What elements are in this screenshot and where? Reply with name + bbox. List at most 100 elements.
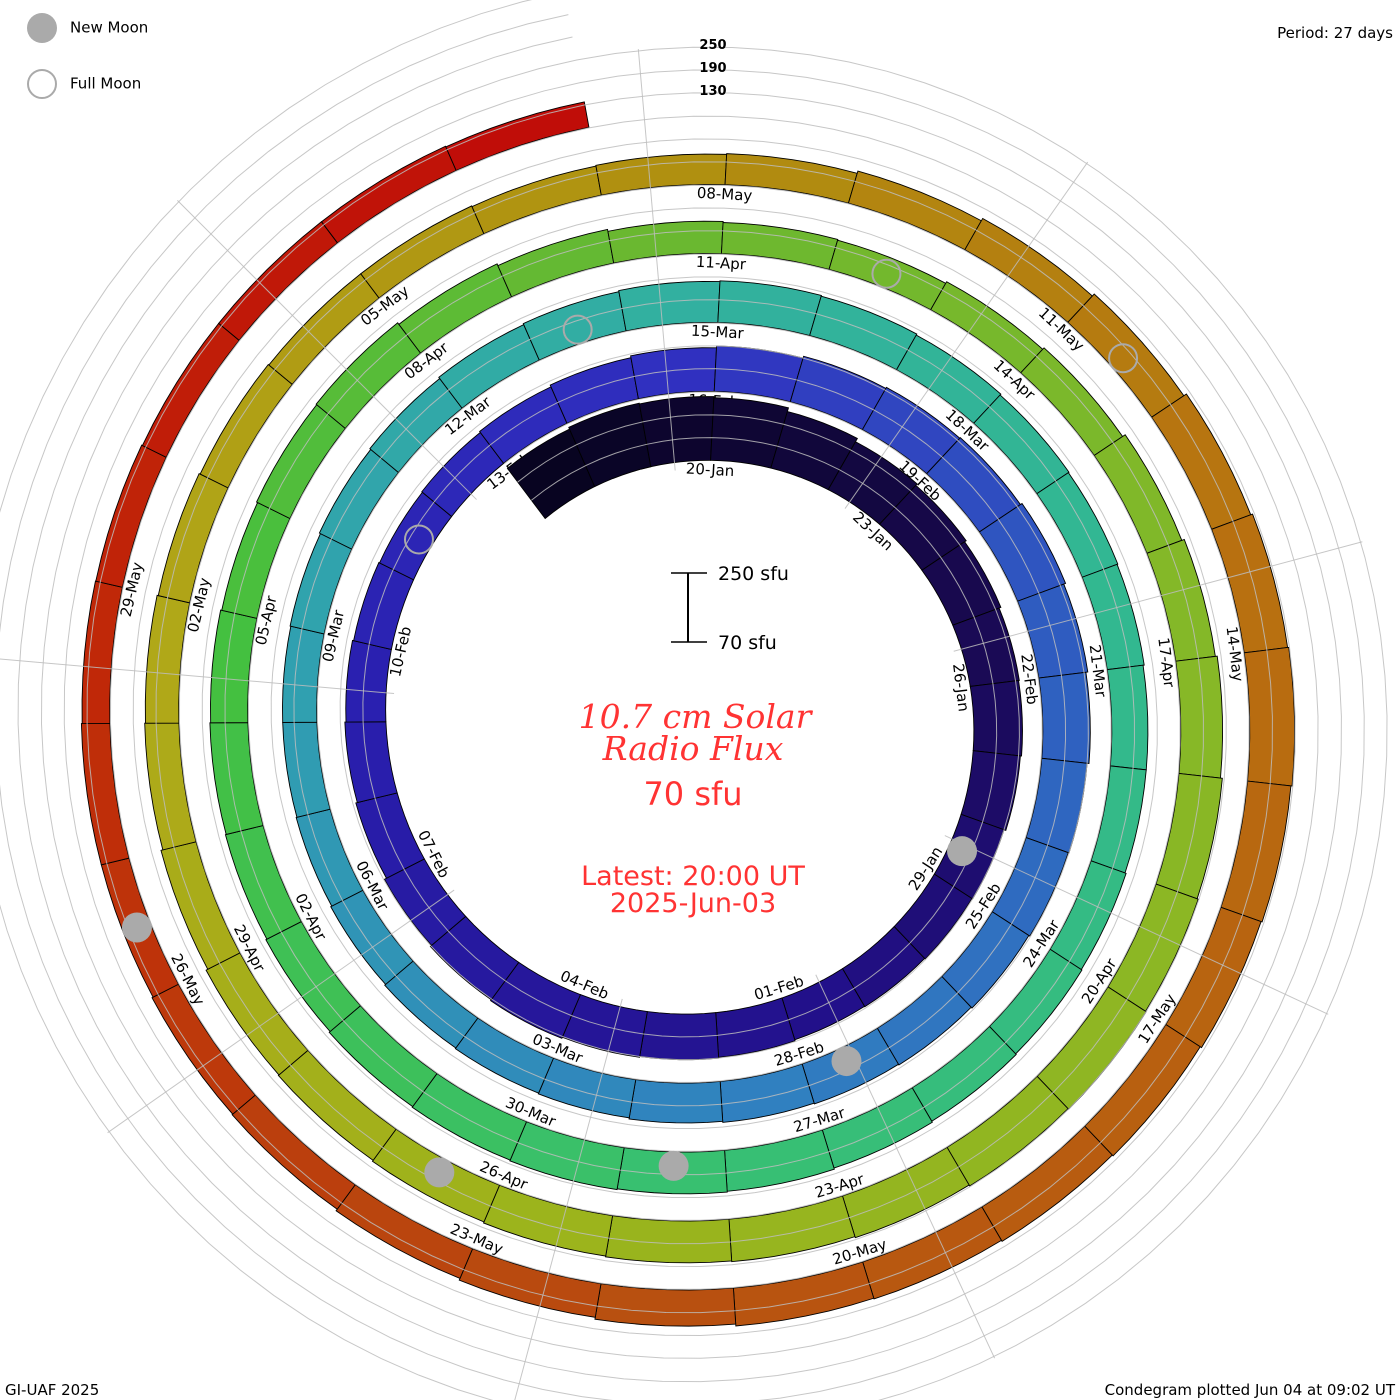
grid-spoke: [107, 889, 455, 1134]
full-moon-marker: [562, 314, 593, 345]
flux-day-block: [628, 1079, 724, 1124]
flux-day-block: [719, 1063, 815, 1123]
flux-day-block: [458, 1248, 602, 1318]
footer-credit: GI-UAF 2025: [5, 1381, 99, 1399]
flux-day-block: [454, 1017, 555, 1094]
flux-day-block: [630, 347, 717, 400]
flux-day-block: [318, 448, 400, 550]
flux-day-block: [497, 228, 615, 298]
flux-day-block: [335, 1184, 474, 1279]
new-moon-marker: [947, 836, 978, 867]
flux-day-block: [277, 1049, 397, 1162]
grid-spoke: [637, 49, 676, 471]
flux-day-block: [1220, 780, 1292, 923]
flux-day-block: [537, 1057, 637, 1119]
grid-level-130: [17, 36, 1342, 1383]
flux-day-block: [1036, 472, 1119, 578]
flux-day-block: [224, 824, 303, 940]
baseline-label: 70 sfu: [643, 775, 742, 813]
flux-day-block: [80, 722, 130, 866]
grid-spoke: [944, 835, 1329, 1015]
flux-day-block: [344, 721, 398, 804]
flux-day-block: [157, 472, 229, 604]
flux-day-block: [895, 334, 1002, 424]
new-moon-marker: [831, 1046, 862, 1077]
flux-day-block: [991, 837, 1069, 937]
date-label: 26-Jan: [949, 662, 973, 712]
flux-day-block: [720, 222, 839, 270]
flux-day-block: [353, 561, 415, 650]
flux-day-block: [320, 145, 457, 244]
flux-day-block: [1090, 765, 1147, 874]
flux-day-block: [330, 889, 414, 986]
flux-day-block: [199, 363, 293, 489]
flux-day-block: [355, 792, 425, 879]
date-label: 08-May: [696, 184, 752, 205]
full-moon-legend-icon: [27, 69, 57, 99]
flux-day-block: [282, 721, 331, 818]
flux-day-block: [295, 808, 364, 907]
date-label: 20-Jan: [685, 460, 734, 481]
footer-plot-time: Condegram plotted Jun 04 at 09:02 UT: [1105, 1381, 1396, 1399]
flux-day-block: [160, 841, 241, 970]
grid-spoke: [815, 974, 996, 1359]
flux-day-block: [770, 410, 858, 491]
flux-day-block: [509, 1121, 625, 1191]
flux-day-block: [445, 101, 590, 172]
grid-spoke: [0, 658, 395, 694]
flux-day-block: [489, 961, 582, 1039]
flux-day-block: [95, 444, 167, 588]
flux-day-block: [1211, 513, 1289, 654]
grid-spoke: [514, 998, 623, 1400]
new-moon-legend-icon: [27, 13, 57, 43]
latest-time: Latest: 20:00 UT: [581, 861, 805, 892]
flux-day-block: [411, 1072, 528, 1161]
flux-day-block: [1165, 906, 1262, 1049]
full-moon-legend-label: Full Moon: [70, 75, 141, 93]
flux-day-block: [732, 1261, 875, 1327]
new-moon-marker: [121, 912, 152, 943]
flux-day-block: [360, 205, 485, 299]
flux-day-block: [605, 1215, 733, 1264]
flux-day-block: [946, 1075, 1069, 1187]
flux-day-block: [809, 295, 918, 371]
flux-day-block: [978, 502, 1067, 602]
flux-day-block: [1243, 646, 1296, 787]
flux-day-block: [144, 594, 191, 724]
grid-level-190: [0, 14, 1365, 1400]
flux-day-block: [728, 1195, 856, 1263]
flux-day-block: [841, 1146, 970, 1239]
level-label-250: 250: [699, 38, 726, 53]
moon-markers: [121, 258, 1139, 1188]
scale-top-label: 250 sfu: [718, 563, 789, 585]
flux-day-block: [941, 911, 1030, 1009]
flux-day-block: [398, 263, 513, 354]
flux-day-block: [1081, 563, 1145, 671]
scale-bar: [671, 572, 707, 643]
full-moon-marker: [871, 258, 902, 289]
flux-day-block: [607, 220, 724, 264]
full-moon-marker: [403, 524, 434, 555]
flux-day-block: [1016, 583, 1089, 679]
flux-day-block: [255, 404, 347, 520]
flux-day-block: [921, 541, 1002, 626]
flux-bands: [80, 101, 1296, 1327]
flux-day-block: [482, 1184, 614, 1257]
flux-day-block: [973, 394, 1070, 495]
flux-day-block: [438, 324, 540, 409]
flux-day-block: [429, 915, 520, 1001]
flux-day-block: [876, 975, 972, 1066]
date-label: 15-Mar: [690, 322, 745, 343]
full-moon-marker: [1108, 343, 1139, 374]
date-label: 11-Apr: [695, 253, 747, 274]
flux-day-block: [315, 322, 422, 430]
flux-day-block: [81, 580, 123, 725]
flux-day-block: [151, 983, 256, 1115]
flux-day-block: [210, 609, 258, 724]
flux-day-block: [827, 441, 918, 525]
flux-day-block: [384, 960, 479, 1049]
chart-title-line1: 10.7 cm Solar: [579, 697, 814, 736]
